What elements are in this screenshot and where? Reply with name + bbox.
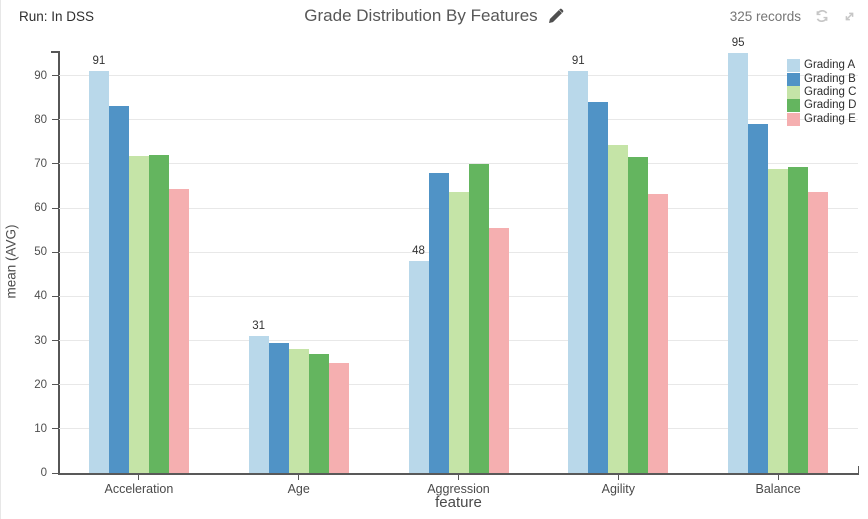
- y-axis-top-cap: [51, 51, 59, 53]
- y-tick-mark: [52, 75, 58, 76]
- bar-grading-e: [808, 192, 829, 473]
- y-tick-label: 20: [34, 378, 47, 391]
- page-title: Grade Distribution By Features: [304, 6, 538, 25]
- x-axis-line: [58, 472, 859, 475]
- bar-grading-b: [428, 172, 449, 473]
- x-tick-mark: [458, 475, 459, 480]
- y-tick-mark: [52, 207, 58, 209]
- refresh-button[interactable]: [813, 7, 831, 25]
- bar-grading-c: [608, 144, 629, 473]
- bar-grading-c: [128, 156, 149, 473]
- y-tick-label: 30: [34, 334, 47, 347]
- legend-swatch: [787, 85, 800, 99]
- bar-grading-b: [588, 102, 609, 473]
- x-tick-label: Agility: [601, 482, 635, 496]
- legend-swatch: [787, 99, 800, 113]
- y-tick-label: 90: [34, 69, 47, 82]
- header: Run: In DSS Grade Distribution By Featur…: [1, 0, 868, 34]
- legend-swatch: [787, 72, 800, 86]
- expand-button[interactable]: [840, 7, 858, 25]
- legend-item-grading-c: Grading C: [787, 85, 857, 99]
- bar-grading-a: [88, 71, 109, 473]
- x-tick-mark: [617, 475, 619, 480]
- legend: Grading A Grading B Grading C Grading D Grad…: [787, 59, 856, 126]
- pencil-icon: [549, 8, 564, 23]
- y-tick-label: 0: [40, 467, 47, 479]
- x-tick-mark: [138, 475, 140, 480]
- y-tick-mark: [52, 251, 58, 253]
- gridline: [59, 119, 858, 121]
- bar-grading-d: [468, 163, 489, 473]
- legend-label: Grading E: [804, 112, 856, 125]
- edit-title-button[interactable]: [547, 7, 565, 25]
- bar-grading-b: [108, 106, 129, 473]
- legend-swatch: [787, 112, 800, 126]
- plot-area: 0 10 20 30 40 50 60 70 80 90 Acceleration 91 Age 31 Ag…: [34, 37, 859, 496]
- x-tick-label: Acceleration: [104, 482, 174, 496]
- bar-grading-d: [788, 167, 809, 473]
- bar-grading-a: [408, 261, 429, 473]
- bar-grading-e: [328, 362, 349, 473]
- bar-value-label: 91: [571, 55, 585, 68]
- y-tick-mark: [52, 384, 58, 386]
- legend-label: Grading B: [804, 72, 856, 85]
- y-tick-mark: [52, 428, 58, 430]
- bar-grading-c: [288, 349, 309, 473]
- y-tick-label: 80: [34, 113, 47, 126]
- bar-grading-e: [488, 227, 509, 473]
- y-tick-label: 50: [34, 246, 47, 259]
- x-tick-mark: [777, 475, 779, 480]
- bar-grading-b: [268, 342, 289, 473]
- y-tick-mark: [52, 163, 58, 165]
- y-axis-line: [58, 51, 60, 474]
- bar-value-label: 95: [731, 37, 745, 50]
- y-tick-mark: [52, 472, 58, 474]
- bar-grading-e: [168, 189, 189, 473]
- y-tick-label: 60: [34, 202, 47, 214]
- legend-swatch: [787, 59, 800, 73]
- header-right: 325 records: [730, 7, 858, 25]
- bar-grading-a: [728, 53, 749, 473]
- bar-grading-c: [448, 191, 469, 473]
- bar-grading-c: [768, 169, 789, 473]
- y-tick-label: 70: [34, 157, 47, 170]
- y-tick-label: 40: [34, 290, 47, 303]
- gridline: [59, 163, 858, 165]
- refresh-icon: [816, 9, 828, 23]
- legend-label: Grading D: [804, 99, 857, 112]
- bar-grading-d: [308, 353, 329, 473]
- y-tick-label: 10: [34, 422, 47, 435]
- run-label: Run: In DSS: [19, 9, 95, 24]
- title-wrap: Grade Distribution By Features: [1, 6, 868, 26]
- x-tick-label: Aggression: [427, 482, 490, 496]
- bar-grading-a: [568, 71, 589, 473]
- bar-value-label: 31: [252, 320, 266, 333]
- x-axis-title: feature: [435, 494, 482, 511]
- bar-grading-d: [148, 155, 169, 473]
- y-tick-mark: [52, 340, 58, 341]
- bar-grading-a: [248, 336, 269, 473]
- legend-label: Grading C: [804, 85, 857, 98]
- x-axis-end-cap: [857, 466, 859, 473]
- legend-item-grading-b: Grading B: [787, 72, 856, 86]
- y-tick-mark: [52, 295, 58, 297]
- legend-item-grading-d: Grading D: [787, 99, 857, 113]
- legend-item-grading-e: Grading E: [787, 112, 856, 126]
- gridline: [59, 75, 858, 76]
- legend-item-grading-a: Grading A: [787, 59, 856, 73]
- y-tick-mark: [52, 119, 58, 121]
- legend-label: Grading A: [804, 59, 856, 72]
- bar-grading-e: [648, 193, 669, 473]
- bar-value-label: 48: [412, 245, 425, 257]
- y-axis-title: mean (AVG): [3, 223, 19, 299]
- records-count: 325 records: [729, 8, 801, 24]
- bar-grading-b: [748, 124, 769, 473]
- bar-value-label: 91: [92, 55, 106, 68]
- x-tick-label: Age: [287, 482, 310, 496]
- expand-icon: [845, 12, 853, 20]
- x-tick-mark: [298, 475, 300, 480]
- x-tick-label: Balance: [755, 482, 801, 496]
- bar-grading-d: [628, 157, 649, 473]
